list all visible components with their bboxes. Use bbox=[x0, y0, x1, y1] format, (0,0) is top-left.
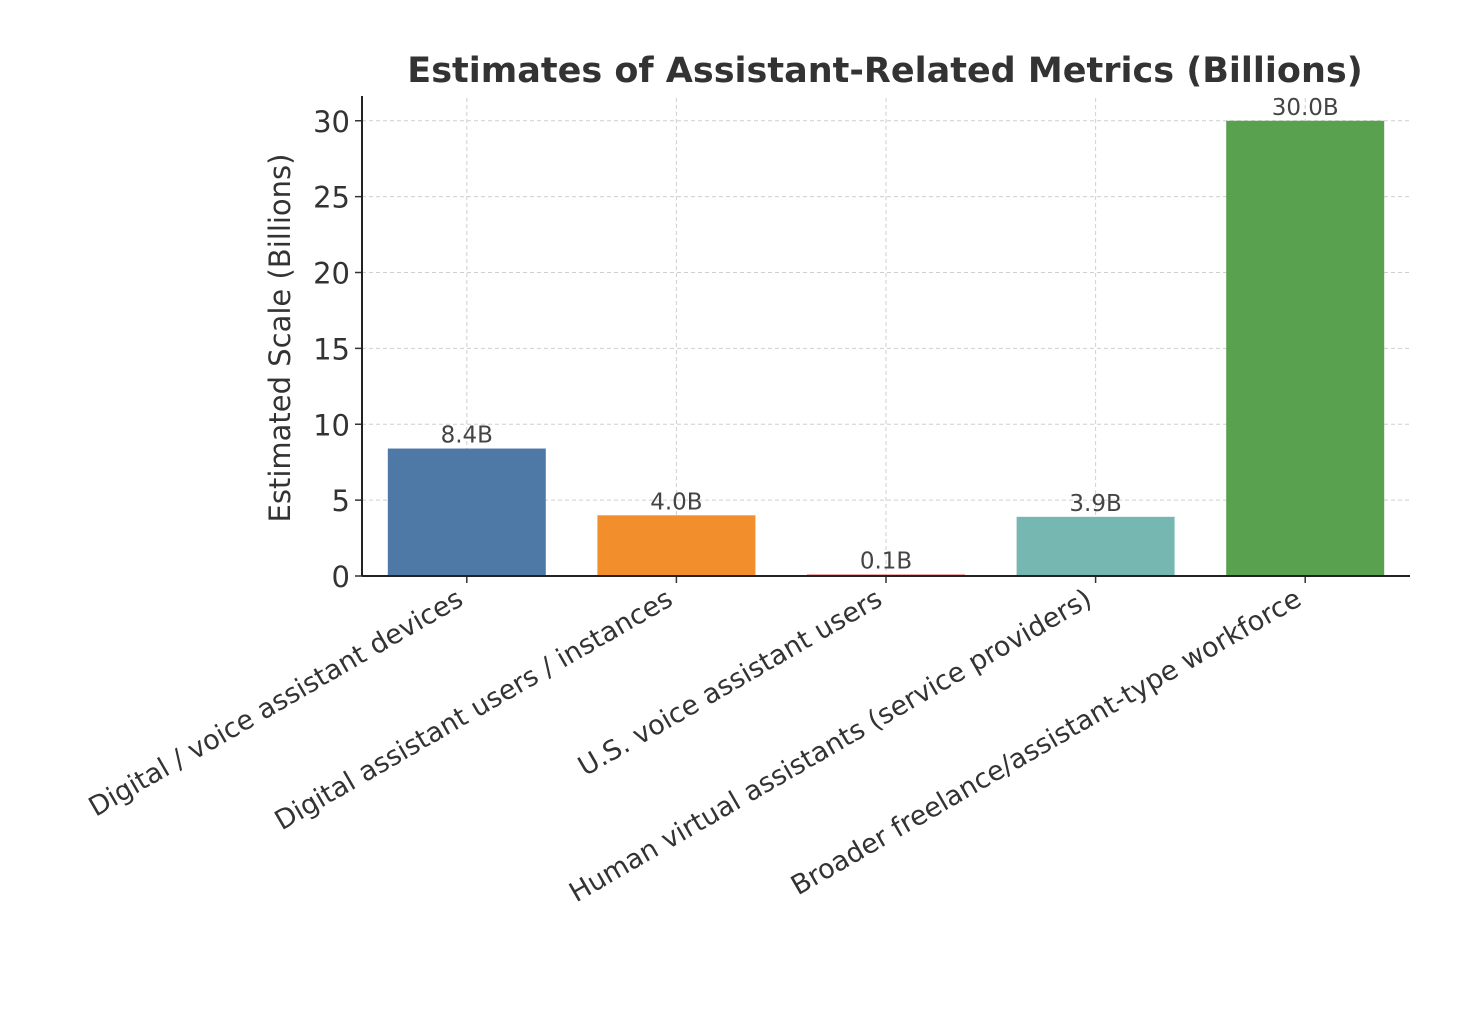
bar bbox=[1016, 516, 1175, 576]
bar-value-label: 0.1B bbox=[860, 548, 912, 574]
bar bbox=[387, 448, 546, 576]
y-tick-label: 0 bbox=[332, 560, 350, 594]
y-tick-label: 10 bbox=[313, 408, 350, 442]
bar bbox=[1226, 120, 1385, 576]
bars bbox=[387, 120, 1385, 576]
bar-value-label: 8.4B bbox=[441, 423, 493, 449]
bar-value-label: 4.0B bbox=[650, 489, 702, 515]
y-tick-label: 30 bbox=[313, 105, 350, 139]
y-tick-label: 5 bbox=[332, 484, 350, 518]
bar-value-label: 3.9B bbox=[1069, 491, 1121, 517]
axes bbox=[355, 96, 1410, 583]
bar bbox=[597, 515, 756, 576]
bar-value-label: 30.0B bbox=[1272, 95, 1339, 121]
x-tick-label: Digital / voice assistant devices bbox=[84, 583, 469, 823]
chart-title: Estimates of Assistant-Related Metrics (… bbox=[407, 51, 1362, 91]
y-tick-label: 20 bbox=[313, 257, 350, 291]
y-tick-label: 15 bbox=[313, 332, 350, 366]
x-tick-label: Digital assistant users / instances bbox=[270, 583, 678, 837]
y-tick-label: 25 bbox=[313, 181, 350, 215]
y-axis-label: Estimated Scale (Billions) bbox=[263, 154, 297, 523]
